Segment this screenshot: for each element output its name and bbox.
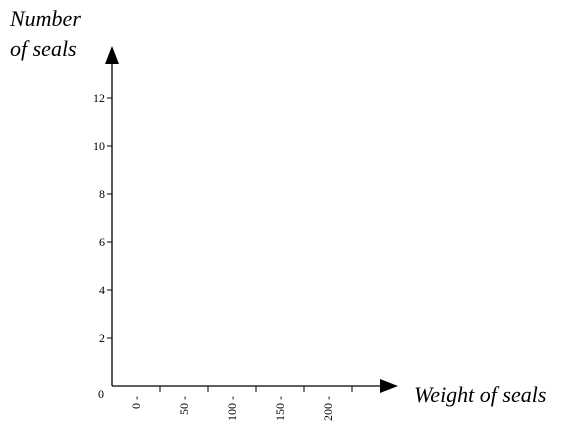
y-tick-label: 0 bbox=[98, 387, 104, 401]
x-axis-ticks: 0 - 50 - 100 - 150 - 200 - bbox=[129, 386, 353, 421]
y-tick-label: 6 bbox=[99, 235, 105, 249]
y-tick-label: 8 bbox=[99, 187, 105, 201]
y-tick-label: 10 bbox=[93, 139, 105, 153]
x-tick-label: 150 - bbox=[273, 396, 287, 421]
y-axis-ticks: 0 2 4 6 8 10 12 bbox=[93, 91, 112, 401]
x-axis-title: Weight of seals bbox=[414, 382, 546, 407]
y-tick-label: 2 bbox=[99, 331, 105, 345]
y-tick-label: 12 bbox=[93, 91, 105, 105]
x-axis-arrow-icon bbox=[380, 379, 398, 393]
y-axis-arrow-icon bbox=[105, 46, 119, 64]
x-tick-label: 50 - bbox=[177, 396, 191, 415]
y-tick-label: 4 bbox=[99, 283, 105, 297]
x-tick-label: 200 - bbox=[321, 396, 335, 421]
y-axis-title-line1: Number bbox=[9, 6, 81, 31]
x-tick-label: 100 - bbox=[225, 396, 239, 421]
x-tick-label: 0 - bbox=[129, 396, 143, 409]
y-axis-title-line2: of seals bbox=[10, 36, 77, 61]
